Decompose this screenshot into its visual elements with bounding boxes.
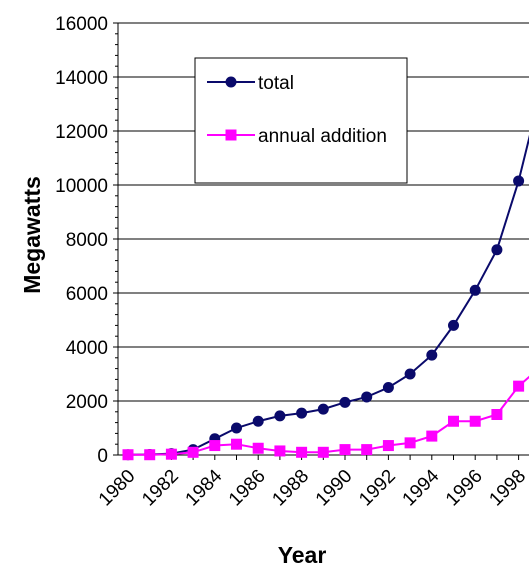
series-layer [122,134,529,461]
legend: total annual addition [194,57,408,184]
data-point [469,284,481,296]
data-point [382,440,394,452]
data-point [513,380,525,392]
data-point [317,446,329,458]
data-point [231,438,242,450]
data-point [144,449,156,461]
legend-box [194,57,408,184]
legend-label: total [258,73,294,94]
legend-label: annual addition [258,126,387,147]
data-point [274,410,286,422]
data-point [296,407,308,419]
data-point [404,368,416,380]
data-point [491,244,503,256]
data-point [448,319,459,331]
data-point [274,445,286,457]
data-point [361,444,373,456]
x-tick-label: 1994 [399,465,444,510]
data-point [209,440,221,452]
data-point [296,446,308,458]
x-tick-label: 1990 [312,466,357,511]
data-point [317,403,329,415]
data-point [513,175,525,187]
x-tick-label: 1988 [268,466,313,511]
x-axis-title: Year [278,542,327,568]
x-tick-label: 1996 [442,466,487,511]
data-point [426,349,438,361]
data-point [187,446,199,458]
y-axis-title: Megawatts [19,176,45,294]
data-point [491,409,503,420]
legend-marker [225,76,237,88]
data-point [426,430,438,442]
y-axis-ticks: 0 2000 4000 6000 8000 10000 12000 14000 16000 [55,14,118,467]
series-line [128,375,529,456]
x-tick-label: 1986 [225,466,270,511]
y-tick-label: 6000 [66,284,108,305]
x-tick-label: 1984 [182,465,227,510]
data-point [448,415,459,427]
y-tick-label: 10000 [55,176,108,197]
data-point [382,382,394,393]
y-tick-label: 16000 [55,14,108,35]
data-point [122,449,134,461]
data-point [339,444,351,456]
x-tick-label: 1980 [95,466,140,511]
data-point [404,437,416,449]
data-point [361,391,373,403]
y-tick-label: 8000 [66,230,108,251]
y-tick-label: 12000 [55,122,108,143]
data-point [165,448,177,460]
x-tick-label: 1992 [355,466,400,511]
data-point [252,415,264,427]
y-tick-label: 2000 [66,392,108,413]
data-point [339,396,351,408]
x-tick-label: 1998 [485,466,529,511]
y-tick-label: 0 [97,446,108,467]
y-tick-label: 14000 [55,68,108,89]
x-tick-label: 1982 [138,466,183,511]
data-point [252,442,264,454]
data-point [469,415,481,427]
y-tick-label: 4000 [66,338,108,359]
legend-marker [225,129,237,141]
data-point [231,422,242,434]
